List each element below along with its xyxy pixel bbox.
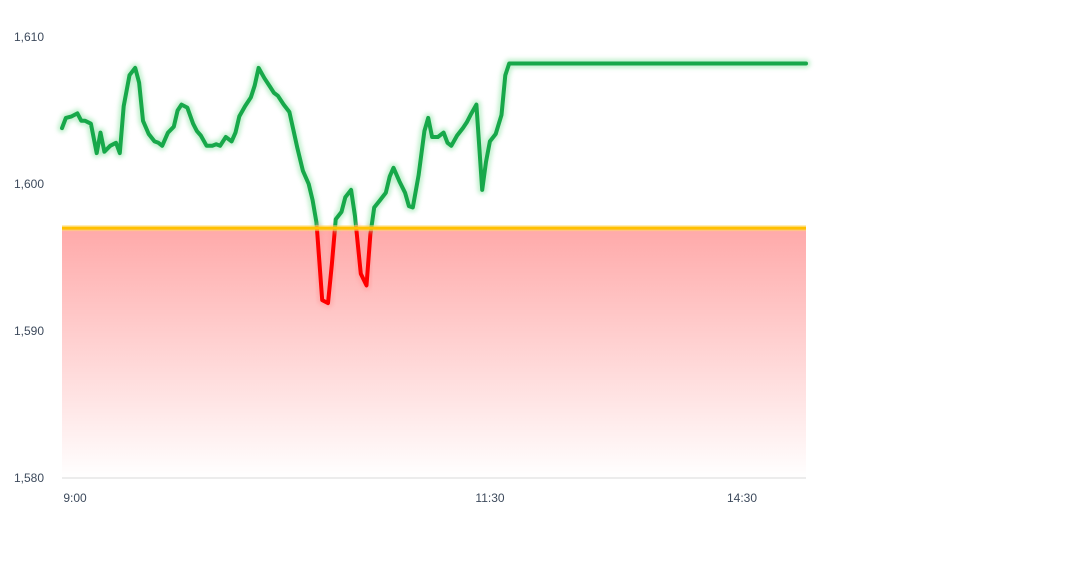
y-tick-label-1580: 1,580: [14, 471, 44, 485]
y-axis: 1,580 1,590 1,600 1,610: [14, 30, 44, 485]
x-tick-label-1430: 14:30: [727, 491, 757, 505]
x-axis: 9:00 11:30 14:30: [63, 491, 757, 505]
series-line-above-4: [369, 61, 808, 231]
series-layer: [57, 59, 811, 308]
y-tick-label-1610: 1,610: [14, 30, 44, 44]
series-line-below-1: [314, 226, 337, 306]
below-reference-fill: [62, 228, 806, 478]
series-line-above-2: [333, 187, 359, 231]
y-tick-label-1600: 1,600: [14, 177, 44, 191]
x-tick-label-0900: 9:00: [63, 491, 87, 505]
series-glow-above-0: [57, 63, 322, 233]
series-glow-above-4: [366, 59, 811, 233]
x-tick-label-1130: 11:30: [475, 491, 504, 505]
series-line-above-0: [60, 65, 319, 231]
y-tick-label-1590: 1,590: [14, 324, 44, 338]
